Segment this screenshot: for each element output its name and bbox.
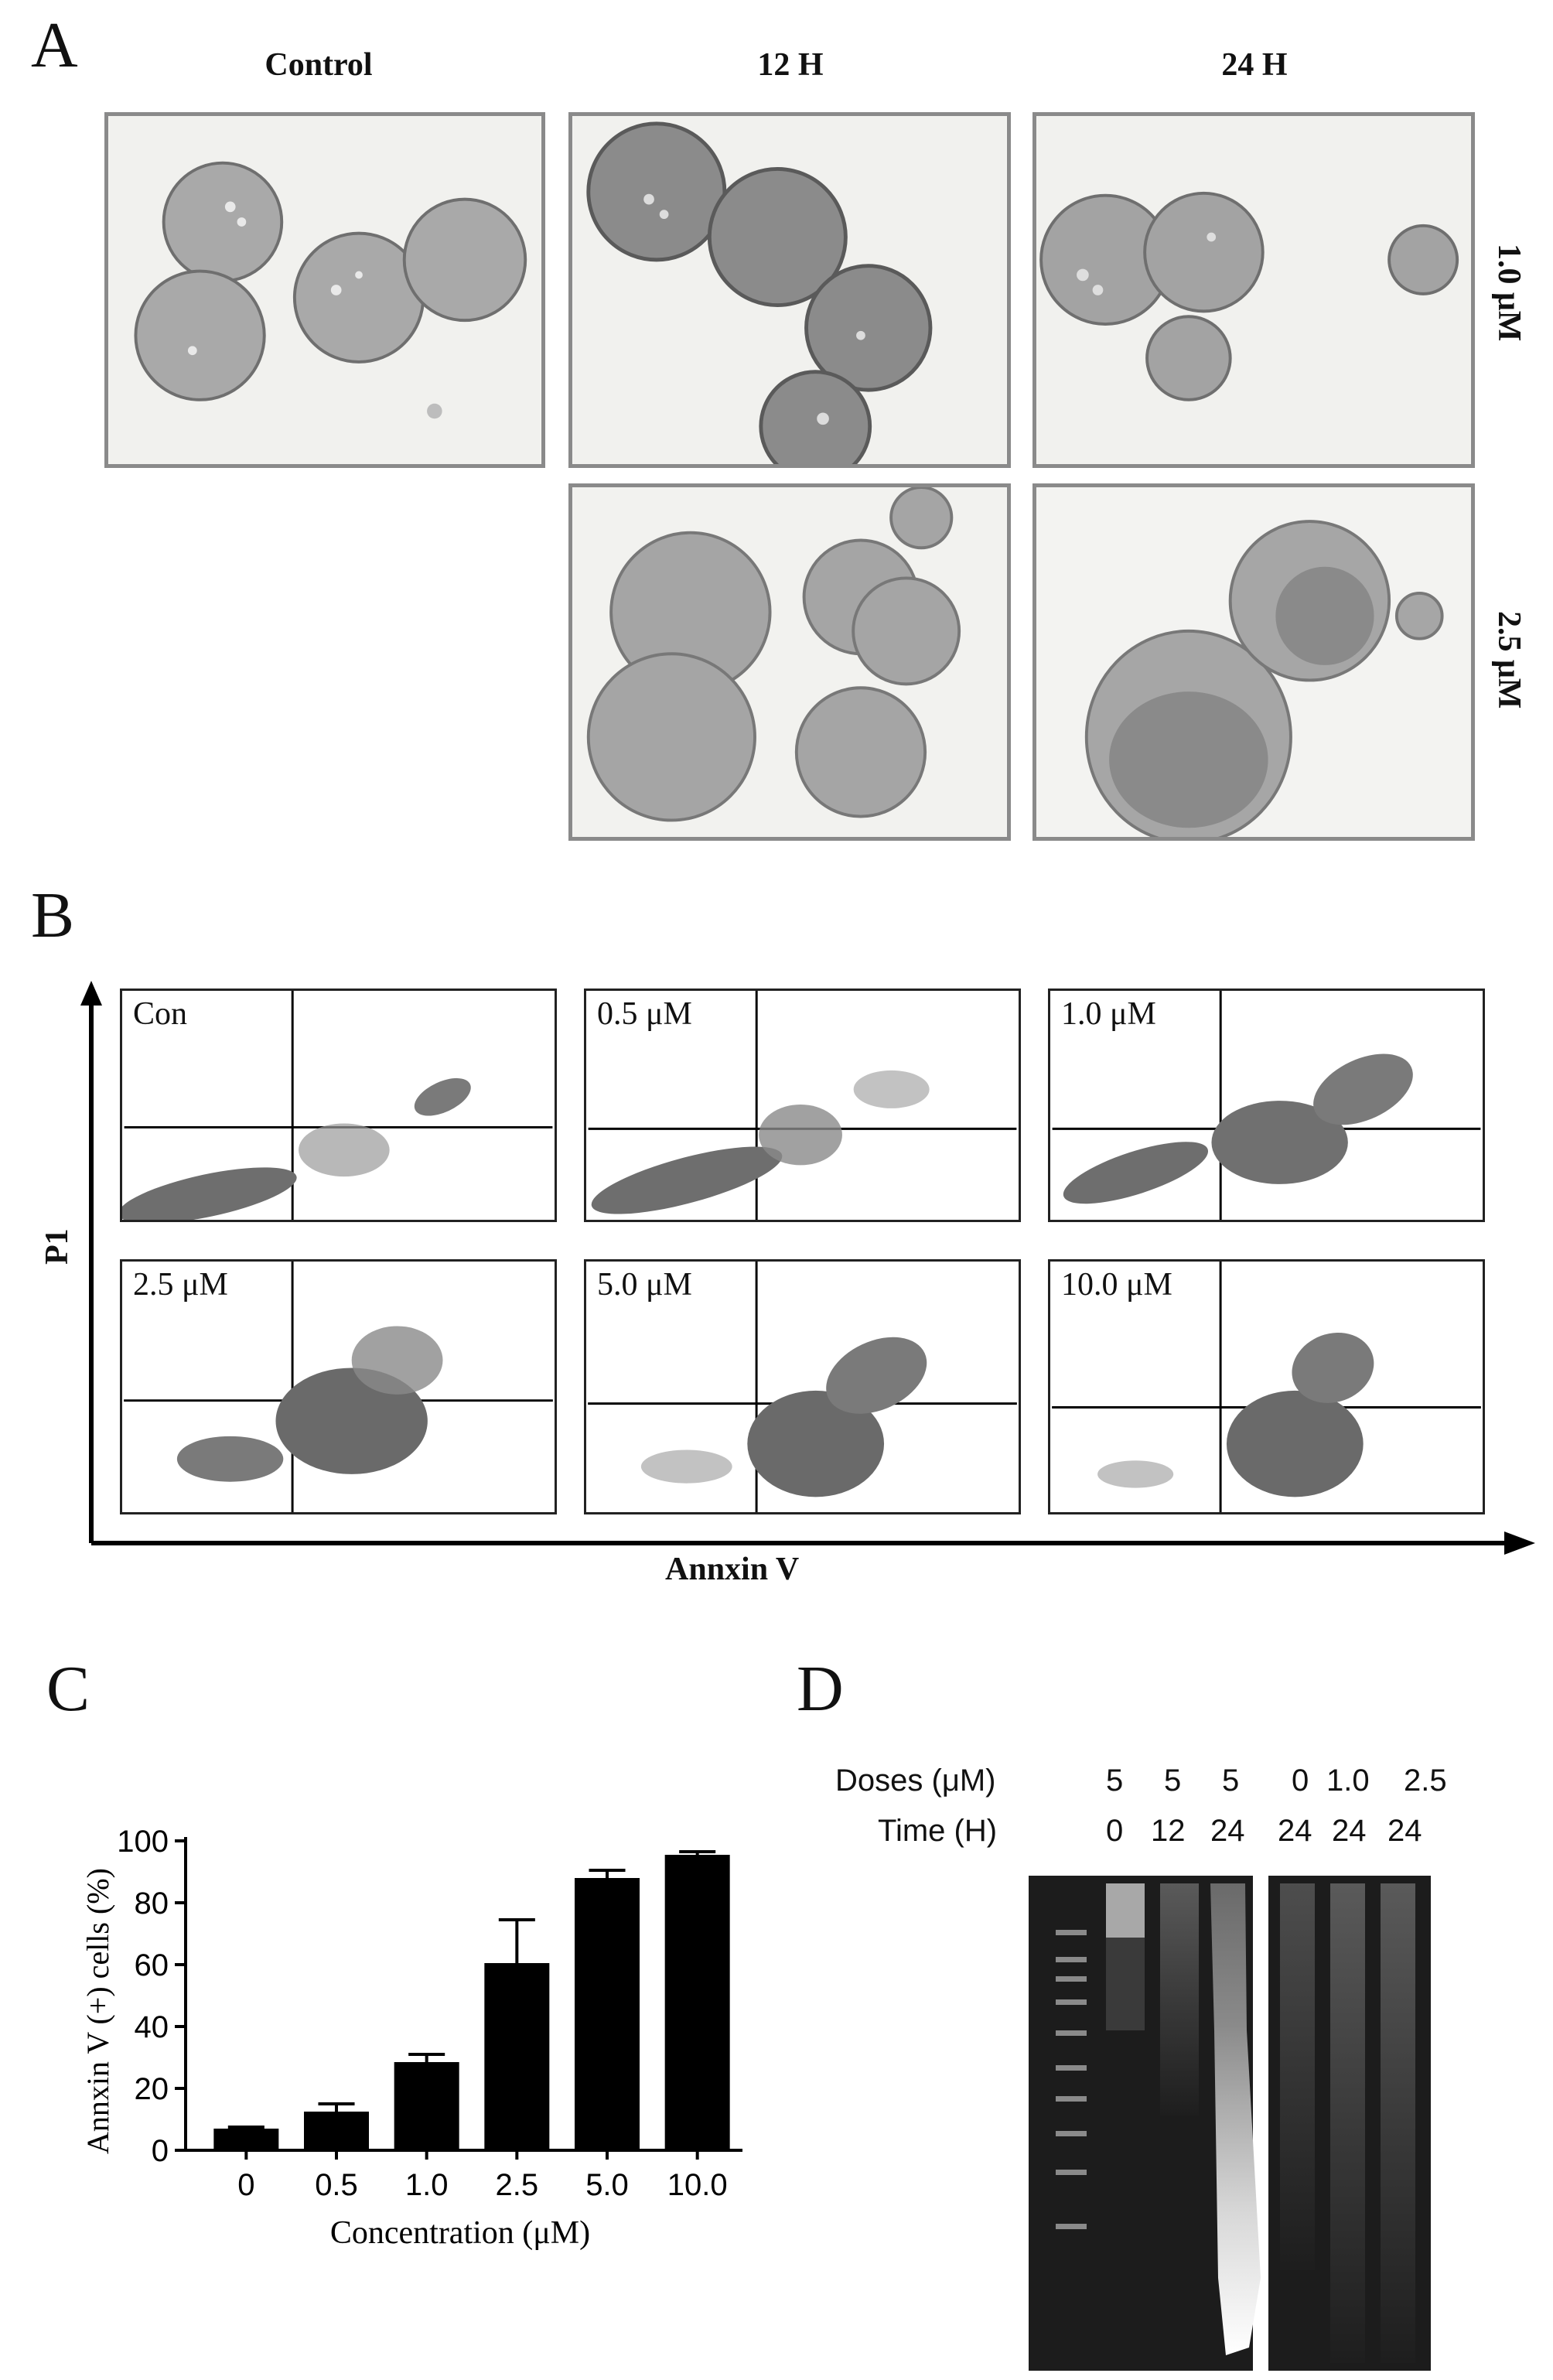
flow-plot-2-5um: 2.5 μM <box>120 1259 557 1514</box>
chart-x-tick-label: 2.5 <box>496 2168 539 2202</box>
panel-b-letter: B <box>31 879 75 951</box>
flow-x-axis-title: Annxin V <box>665 1552 800 1587</box>
gel-time-lane-4: 24 <box>1278 1814 1312 1848</box>
gel-time-lane-6: 24 <box>1387 1814 1422 1848</box>
row-label-2-5um: 2.5 μM <box>1491 611 1527 709</box>
micrograph-24h-2-5um <box>1032 483 1475 841</box>
gel-dose-lane-4: 0 <box>1292 1764 1309 1798</box>
column-label-control: Control <box>265 47 373 83</box>
chart-x-tick-label: 10.0 <box>667 2168 728 2202</box>
gel-dose-lane-5: 1.0 <box>1326 1764 1370 1798</box>
annexin-bar-chart: 0 20 40 60 80 100 0 0.5 1.0 2.5 5.0 10.0 Concentrat… <box>80 1825 742 2251</box>
chart-y-tick-label: 100 <box>117 1825 169 1859</box>
flow-plot-label: 10.0 μM <box>1058 1266 1176 1303</box>
gel-time-label: Time (H) <box>878 1814 998 1848</box>
flow-y-axis-title: P1 <box>39 1228 75 1265</box>
gel-time-lane-2: 12 <box>1151 1814 1186 1848</box>
chart-bar <box>394 2062 459 2150</box>
gel-time-lane-1: 0 <box>1106 1814 1124 1848</box>
flow-plot-con: Con <box>120 989 557 1222</box>
chart-y-tick-label: 20 <box>135 2072 169 2106</box>
flow-plot-label: 5.0 μM <box>594 1266 695 1303</box>
panel-c-letter: C <box>46 1653 90 1725</box>
micrograph-control <box>104 112 545 468</box>
chart-y-tick-label: 0 <box>152 2134 169 2168</box>
chart-x-tick-label: 5.0 <box>585 2168 629 2202</box>
column-label-12h: 12 H <box>757 47 824 83</box>
flow-plot-1-0um: 1.0 μM <box>1048 989 1485 1222</box>
gel-dose-lane-3: 5 <box>1222 1764 1240 1798</box>
flow-plot-label: 2.5 μM <box>130 1266 231 1303</box>
micrograph-12h-2-5um <box>568 483 1011 841</box>
gel-dose-lane-6: 2.5 <box>1404 1764 1447 1798</box>
micrograph-24h-1um <box>1032 112 1475 468</box>
chart-x-tick-label: 0.5 <box>315 2168 358 2202</box>
chart-y-tick-label: 40 <box>135 2010 169 2044</box>
chart-bar <box>664 1855 730 2150</box>
gel-dose-lane-2: 5 <box>1164 1764 1182 1798</box>
chart-y-axis-label: Annxin V (+) cells (%) <box>80 1868 115 2154</box>
gel-doses-label: Doses (μM) <box>835 1764 996 1798</box>
flow-plot-label: Con <box>130 995 191 1033</box>
gel-dose-lane-1: 5 <box>1106 1764 1124 1798</box>
chart-y-tick-label: 80 <box>135 1887 169 1921</box>
chart-bar <box>304 2112 369 2150</box>
micrograph-12h-1um <box>568 112 1011 468</box>
chart-y-tick-label: 60 <box>135 1948 169 1982</box>
chart-x-axis-label: Concentration (μM) <box>330 2215 590 2251</box>
chart-x-tick-label: 1.0 <box>405 2168 449 2202</box>
row-label-1-0um: 1.0 μM <box>1491 244 1527 342</box>
panel-d-letter: D <box>797 1653 844 1725</box>
gel-time-lane-3: 24 <box>1210 1814 1245 1848</box>
chart-x-tick-label: 0 <box>237 2168 254 2202</box>
flow-plot-label: 1.0 μM <box>1058 995 1159 1033</box>
dna-gel-image <box>1029 1876 1431 2371</box>
flow-plot-0-5um: 0.5 μM <box>584 989 1021 1222</box>
chart-bar <box>213 2129 279 2150</box>
flow-plot-10-0um: 10.0 μM <box>1048 1259 1485 1514</box>
gel-time-lane-5: 24 <box>1332 1814 1367 1848</box>
chart-bar <box>575 1878 640 2150</box>
column-label-24h: 24 H <box>1221 47 1288 83</box>
flow-plot-label: 0.5 μM <box>594 995 695 1033</box>
flow-plot-5-0um: 5.0 μM <box>584 1259 1021 1514</box>
chart-bar <box>484 1963 550 2150</box>
panel-a-letter: A <box>31 9 78 81</box>
